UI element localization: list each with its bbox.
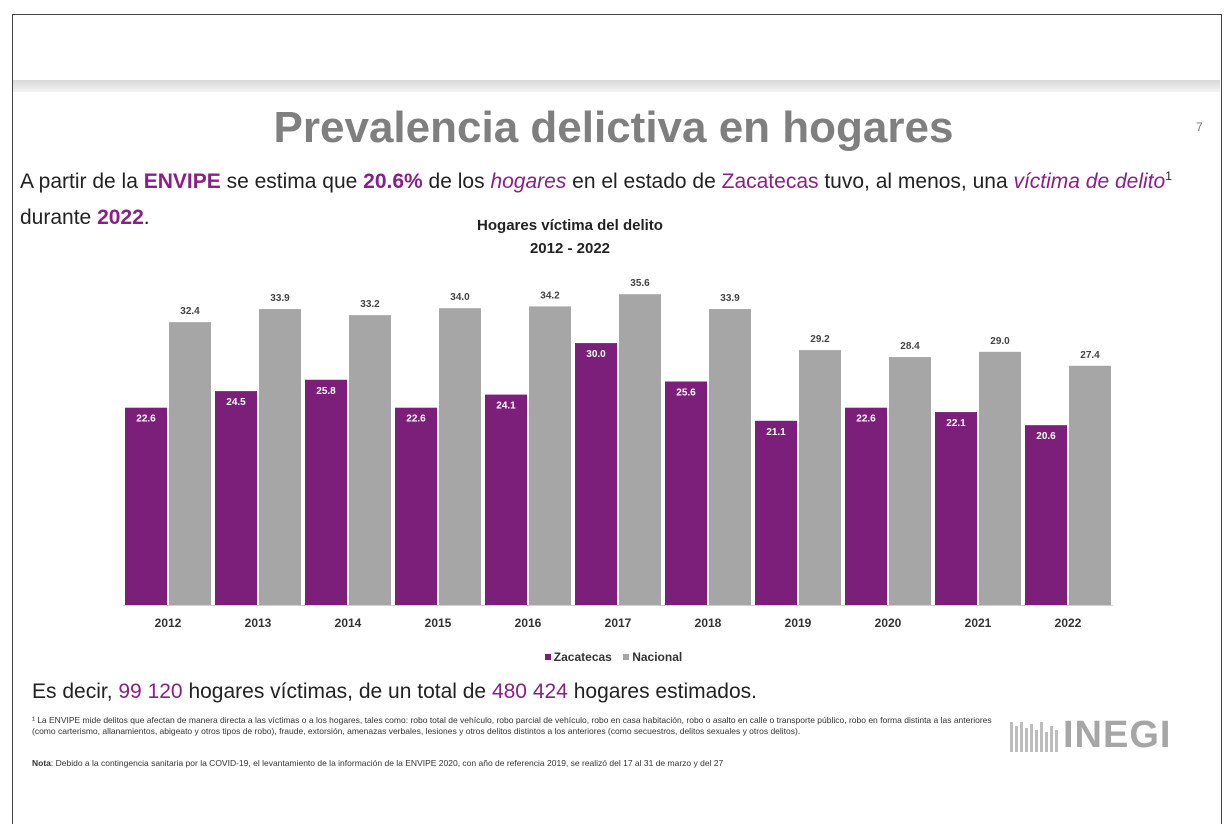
- data-label-zacatecas-2020: 22.6: [856, 414, 876, 425]
- data-label-nacional-2014: 33.2: [360, 299, 380, 310]
- x-tick-label: 2020: [875, 616, 902, 630]
- data-label-zacatecas-2022: 20.6: [1036, 431, 1056, 442]
- bar-nacional-2022: [1069, 365, 1111, 605]
- legend-label-zacatecas: Zacatecas: [553, 650, 612, 664]
- bar-nacional-2020: [889, 357, 931, 605]
- intro-text: tuvo, al menos, una: [818, 170, 1014, 193]
- inegi-logo-icon: [1010, 722, 1058, 752]
- bar-nacional-2019: [799, 350, 841, 605]
- bar-zacatecas-2015: [395, 407, 437, 605]
- bar-nacional-2016: [529, 306, 571, 605]
- intro-paragraph: A partir de la ENVIPE se estima que 20.6…: [20, 158, 1215, 236]
- bar-zacatecas-2021: [935, 412, 977, 605]
- summary-text: hogares víctimas, de un total de: [182, 680, 492, 703]
- slide-frame: [12, 14, 1222, 824]
- bar-nacional-2021: [979, 351, 1021, 605]
- x-tick-label: 2012: [155, 616, 182, 630]
- footnote: ¹ La ENVIPE mide delitos que afectan de …: [32, 715, 992, 736]
- data-label-zacatecas-2018: 25.6: [676, 388, 696, 399]
- data-label-nacional-2015: 34.0: [450, 292, 470, 303]
- data-label-nacional-2021: 29.0: [990, 336, 1010, 347]
- legend-label-nacional: Nacional: [632, 650, 683, 664]
- data-label-zacatecas-2012: 22.6: [136, 414, 156, 425]
- x-tick-label: 2022: [1055, 616, 1082, 630]
- bar-zacatecas-2014: [305, 379, 347, 605]
- x-tick-label: 2016: [515, 616, 542, 630]
- note: Nota: Debido a la contingencia sanitaria…: [32, 758, 1032, 769]
- data-label-nacional-2016: 34.2: [540, 290, 560, 301]
- summary-text: hogares estimados.: [567, 680, 757, 703]
- bar-zacatecas-2019: [755, 420, 797, 605]
- x-tick-label: 2017: [605, 616, 632, 630]
- bar-zacatecas-2020: [845, 407, 887, 605]
- x-tick-label: 2015: [425, 616, 452, 630]
- bar-nacional-2017: [619, 294, 661, 605]
- summary-sentence: Es decir, 99 120 hogares víctimas, de un…: [32, 680, 757, 704]
- data-label-zacatecas-2015: 22.6: [406, 414, 426, 425]
- data-label-nacional-2022: 27.4: [1080, 350, 1100, 361]
- intro-text: durante: [20, 206, 98, 229]
- envipe-highlight: ENVIPE: [143, 170, 221, 193]
- data-label-zacatecas-2013: 24.5: [226, 397, 246, 408]
- bar-zacatecas-2017: [575, 343, 617, 605]
- victima-highlight: víctima de delito: [1013, 170, 1166, 193]
- note-label: Nota: [32, 758, 51, 768]
- header-band: [13, 80, 1220, 92]
- x-tick-label: 2019: [785, 616, 812, 630]
- data-label-nacional-2019: 29.2: [810, 334, 830, 345]
- data-label-zacatecas-2019: 21.1: [766, 427, 786, 438]
- year-highlight: 2022: [97, 206, 144, 229]
- legend-swatch-zacatecas: [544, 654, 551, 660]
- data-label-zacatecas-2016: 24.1: [496, 401, 516, 412]
- state-highlight: Zacatecas: [721, 170, 819, 193]
- x-tick-label: 2014: [335, 616, 362, 630]
- victim-count: 99 120: [118, 680, 183, 703]
- intro-text: se estima que: [220, 170, 364, 193]
- intro-text: en el estado de: [566, 170, 722, 193]
- intro-text: de los: [422, 170, 491, 193]
- data-label-zacatecas-2014: 25.8: [316, 386, 336, 397]
- summary-text: Es decir,: [32, 680, 119, 703]
- footnote-marker: 1: [1165, 169, 1172, 183]
- chart-title: Hogares víctima del delito: [477, 217, 663, 234]
- slide-title: Prevalencia delictiva en hogares: [273, 103, 954, 152]
- intro-text: .: [143, 206, 150, 229]
- logo-wordmark: INEGI: [1063, 714, 1172, 756]
- bar-zacatecas-2018: [665, 381, 707, 605]
- bar-nacional-2015: [439, 308, 481, 605]
- data-label-nacional-2012: 32.4: [180, 306, 200, 317]
- chart-subtitle: 2012 - 2022: [529, 240, 611, 257]
- chart-legend: Zacatecas Nacional: [0, 650, 1227, 664]
- legend-swatch-nacional: [623, 654, 630, 660]
- percentage-highlight: 20.6%: [363, 170, 423, 193]
- hogares-highlight: hogares: [490, 170, 567, 193]
- data-label-nacional-2013: 33.9: [270, 293, 290, 304]
- bar-nacional-2018: [709, 309, 751, 605]
- legend-item-zacatecas: Zacatecas: [544, 650, 612, 664]
- bar-zacatecas-2022: [1025, 425, 1067, 605]
- data-label-nacional-2020: 28.4: [900, 341, 920, 352]
- page-number: 7: [1196, 120, 1203, 134]
- legend-item-nacional: Nacional: [623, 650, 682, 664]
- data-label-nacional-2018: 33.9: [720, 293, 740, 304]
- x-tick-label: 2018: [695, 616, 722, 630]
- bar-nacional-2012: [169, 322, 211, 605]
- x-tick-label: 2013: [245, 616, 272, 630]
- bar-zacatecas-2013: [215, 391, 257, 605]
- total-count: 480 424: [491, 680, 568, 703]
- data-label-zacatecas-2021: 22.1: [946, 418, 966, 429]
- x-tick-label: 2021: [965, 616, 992, 630]
- note-text: : Debido a la contingencia sanitaria por…: [50, 758, 724, 768]
- data-label-zacatecas-2017: 30.0: [586, 349, 606, 360]
- data-label-nacional-2017: 35.6: [630, 278, 650, 289]
- bar-nacional-2014: [349, 315, 391, 605]
- bar-zacatecas-2012: [125, 407, 167, 605]
- bar-zacatecas-2016: [485, 394, 527, 605]
- bar-nacional-2013: [259, 309, 301, 605]
- intro-text: A partir de la: [20, 170, 144, 193]
